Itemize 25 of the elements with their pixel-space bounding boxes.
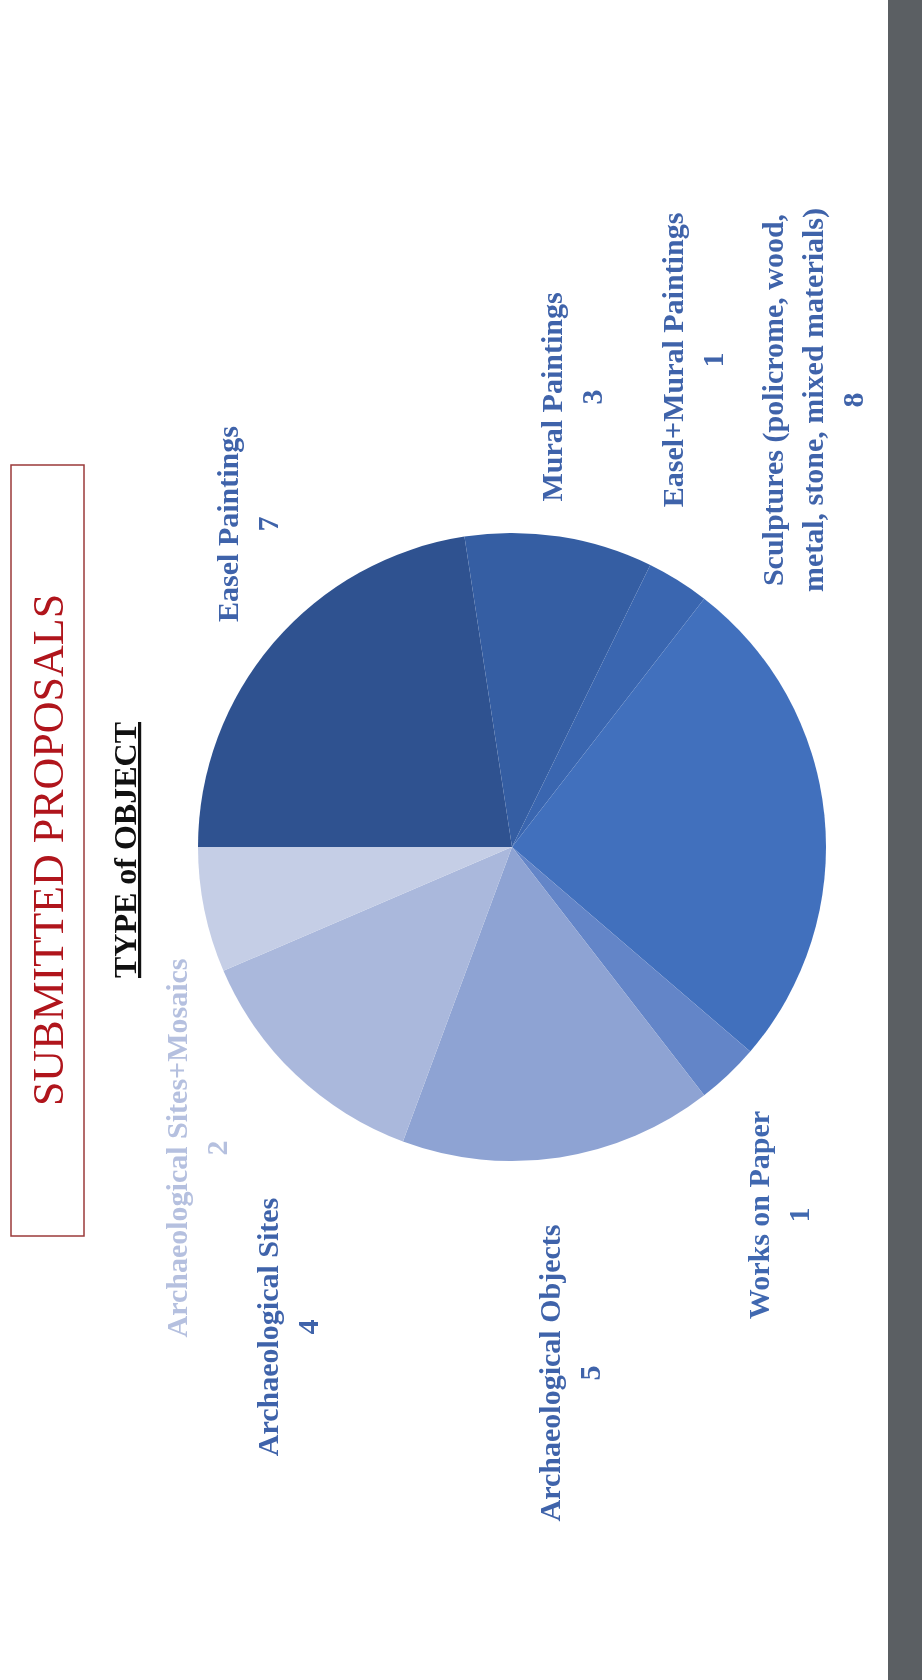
slice-label: Archaeological Sites — [251, 1197, 284, 1457]
slice-label: Easel Paintings — [211, 426, 244, 622]
slice-label: Works on Paper — [742, 1110, 775, 1320]
text: TYPE of OBJECT — [107, 721, 143, 979]
data-label: 5 — [573, 1365, 606, 1381]
data-label: 4 — [291, 1319, 324, 1335]
slice-label: Sculptures (policrome, wood, metal, stone, mixed materials) — [756, 207, 830, 593]
pie-slice — [223, 847, 512, 1142]
data-label: 7 — [251, 516, 284, 532]
slice-label: Archaeological Sites+Mosaics — [160, 958, 193, 1338]
slice-label: Easel+Mural Paintings — [656, 212, 689, 508]
data-label: 2 — [200, 1140, 233, 1156]
pie-slice — [512, 598, 826, 1052]
pie-slice — [402, 847, 705, 1161]
slice-label: Mural Paintings — [535, 292, 568, 502]
pie-slice — [512, 565, 705, 847]
pie-slice — [464, 533, 651, 847]
text: SUBMITTED PROPOSALS — [24, 593, 73, 1107]
data-label: 1 — [696, 352, 729, 368]
pie-slice — [198, 847, 512, 971]
data-label: 1 — [782, 1207, 815, 1223]
data-label: 3 — [575, 389, 608, 405]
slice-label: Archaeological Objects — [533, 1224, 566, 1522]
data-label: 8 — [836, 392, 869, 408]
pie-slice — [512, 847, 751, 1096]
